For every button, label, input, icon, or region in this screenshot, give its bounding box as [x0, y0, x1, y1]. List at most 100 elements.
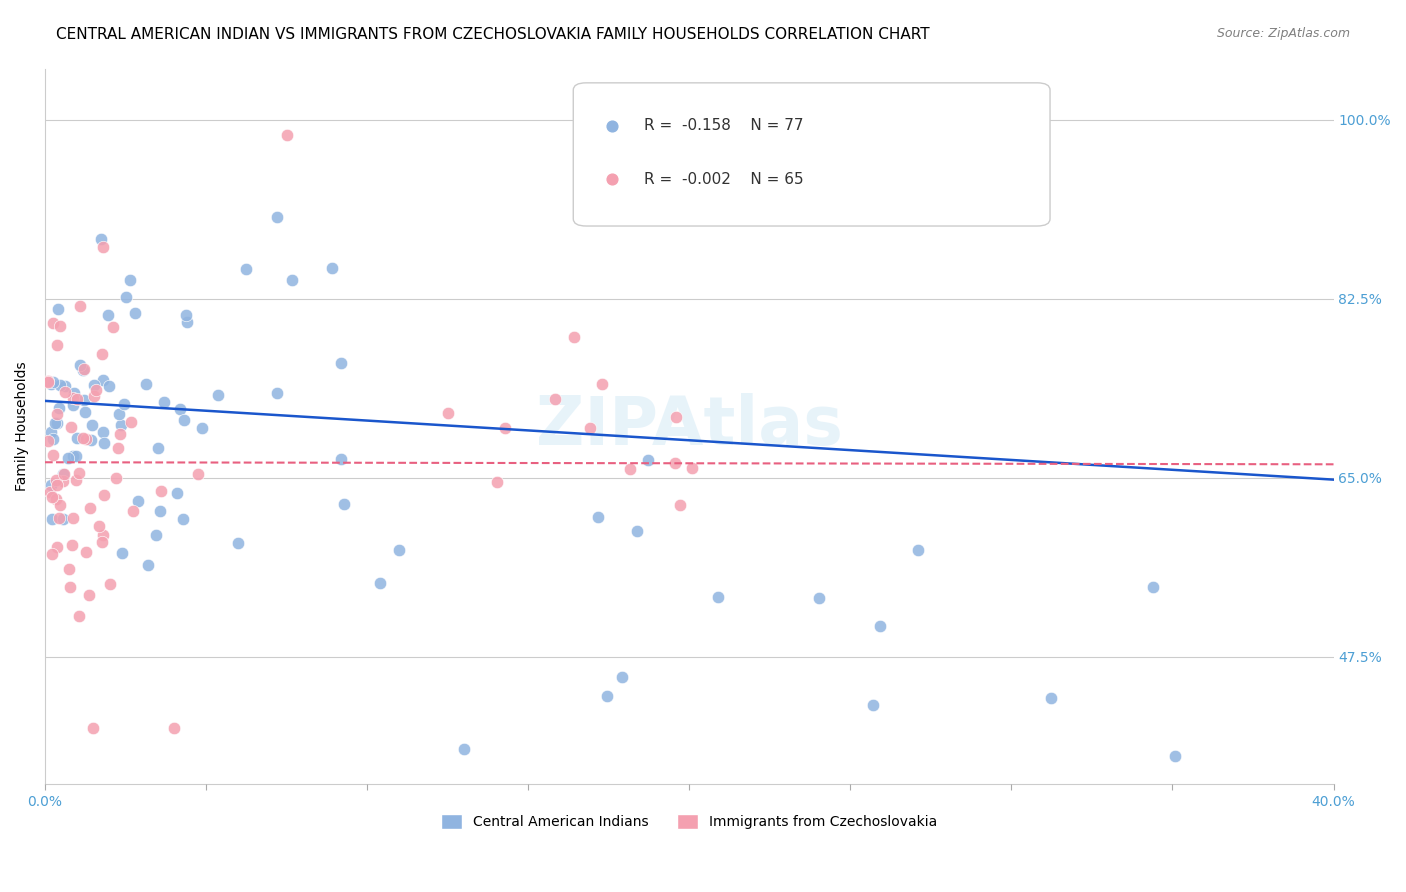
Point — [62, 511, 84, 525]
Point — [90, 347, 112, 361]
Point — [67, 466, 90, 480]
Point — [706, 591, 728, 605]
Point — [907, 543, 929, 558]
Point — [626, 524, 648, 538]
Point — [136, 558, 159, 573]
Point — [226, 536, 249, 550]
Point — [75, 432, 97, 446]
Point — [124, 306, 146, 320]
Y-axis label: Family Households: Family Households — [15, 361, 30, 491]
Point — [176, 315, 198, 329]
Point — [79, 500, 101, 515]
Point — [49, 377, 72, 392]
Point — [97, 379, 120, 393]
Point — [112, 397, 135, 411]
Point — [82, 721, 104, 735]
Point — [45, 473, 67, 487]
Point — [869, 618, 891, 632]
Point — [59, 580, 82, 594]
Point — [66, 431, 89, 445]
Point — [42, 375, 65, 389]
Point — [45, 491, 67, 506]
Point — [46, 540, 69, 554]
FancyBboxPatch shape — [574, 83, 1050, 226]
Point — [41, 432, 63, 446]
Point — [46, 416, 69, 430]
Point — [669, 498, 692, 512]
Point — [90, 232, 112, 246]
Point — [118, 273, 141, 287]
Point — [808, 591, 831, 606]
Point — [174, 308, 197, 322]
Point — [637, 452, 659, 467]
Point — [108, 407, 131, 421]
Text: R =  -0.158    N = 77: R = -0.158 N = 77 — [644, 119, 804, 133]
Point — [53, 467, 76, 481]
Point — [579, 421, 602, 435]
Text: ZIPAtlas: ZIPAtlas — [536, 393, 842, 459]
Point — [135, 376, 157, 391]
Point — [69, 299, 91, 313]
Point — [485, 475, 508, 490]
Point — [69, 358, 91, 372]
Point — [84, 383, 107, 397]
Point — [45, 407, 67, 421]
Point — [52, 475, 75, 489]
Point — [62, 450, 84, 464]
Point — [62, 391, 84, 405]
Point — [333, 497, 356, 511]
Point — [75, 545, 97, 559]
Point — [163, 721, 186, 735]
Point — [91, 425, 114, 439]
Point — [77, 588, 100, 602]
Point — [146, 442, 169, 456]
Point — [41, 477, 63, 491]
Point — [55, 379, 77, 393]
Point — [83, 378, 105, 392]
Point — [41, 512, 63, 526]
Point — [173, 412, 195, 426]
Point — [91, 240, 114, 254]
Point — [53, 385, 76, 400]
Point — [41, 448, 63, 462]
Point — [72, 361, 94, 376]
Point — [72, 431, 94, 445]
Point — [235, 262, 257, 277]
Point — [100, 576, 122, 591]
Point — [62, 386, 84, 401]
Point — [276, 128, 298, 142]
Point — [368, 576, 391, 591]
Point — [41, 490, 63, 504]
Point — [110, 418, 132, 433]
Point — [664, 410, 686, 425]
Point — [330, 356, 353, 370]
Point — [120, 415, 142, 429]
Point — [58, 451, 80, 466]
Point — [52, 512, 75, 526]
Point — [83, 388, 105, 402]
Point — [65, 449, 87, 463]
Point — [562, 329, 585, 343]
Point — [111, 546, 134, 560]
Text: R =  -0.002    N = 65: R = -0.002 N = 65 — [644, 172, 804, 187]
Point — [619, 462, 641, 476]
Point — [37, 374, 59, 388]
Point — [494, 421, 516, 435]
Point — [187, 467, 209, 482]
Point — [453, 741, 475, 756]
Point — [207, 388, 229, 402]
Point — [73, 392, 96, 407]
Point — [72, 363, 94, 377]
Point — [91, 373, 114, 387]
Point — [52, 467, 75, 481]
Text: CENTRAL AMERICAN INDIAN VS IMMIGRANTS FROM CZECHOSLOVAKIA FAMILY HOUSEHOLDS CORR: CENTRAL AMERICAN INDIAN VS IMMIGRANTS FR… — [56, 27, 929, 42]
Point — [48, 510, 70, 524]
Point — [321, 260, 343, 275]
Point — [80, 433, 103, 447]
Point — [91, 535, 114, 549]
Point — [65, 473, 87, 487]
Point — [41, 377, 63, 392]
Point — [41, 425, 63, 439]
Point — [169, 401, 191, 416]
Point — [329, 452, 352, 467]
